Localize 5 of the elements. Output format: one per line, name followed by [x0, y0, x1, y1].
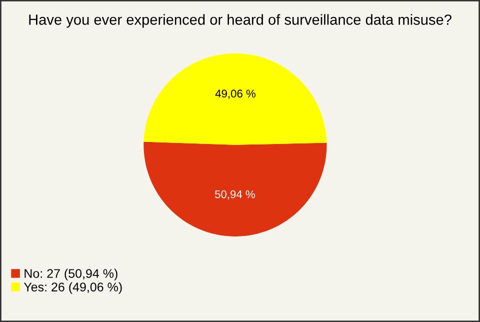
legend-label: No: 27 (50,94 %) [24, 268, 118, 280]
chart-title: Have you ever experienced or heard of surveillance data misuse? [29, 14, 452, 28]
data-label: 49,06 % [215, 90, 256, 99]
data-label: 50,94 % [214, 190, 255, 200]
legend-label: Yes: 26 (49,06 %) [24, 282, 122, 294]
